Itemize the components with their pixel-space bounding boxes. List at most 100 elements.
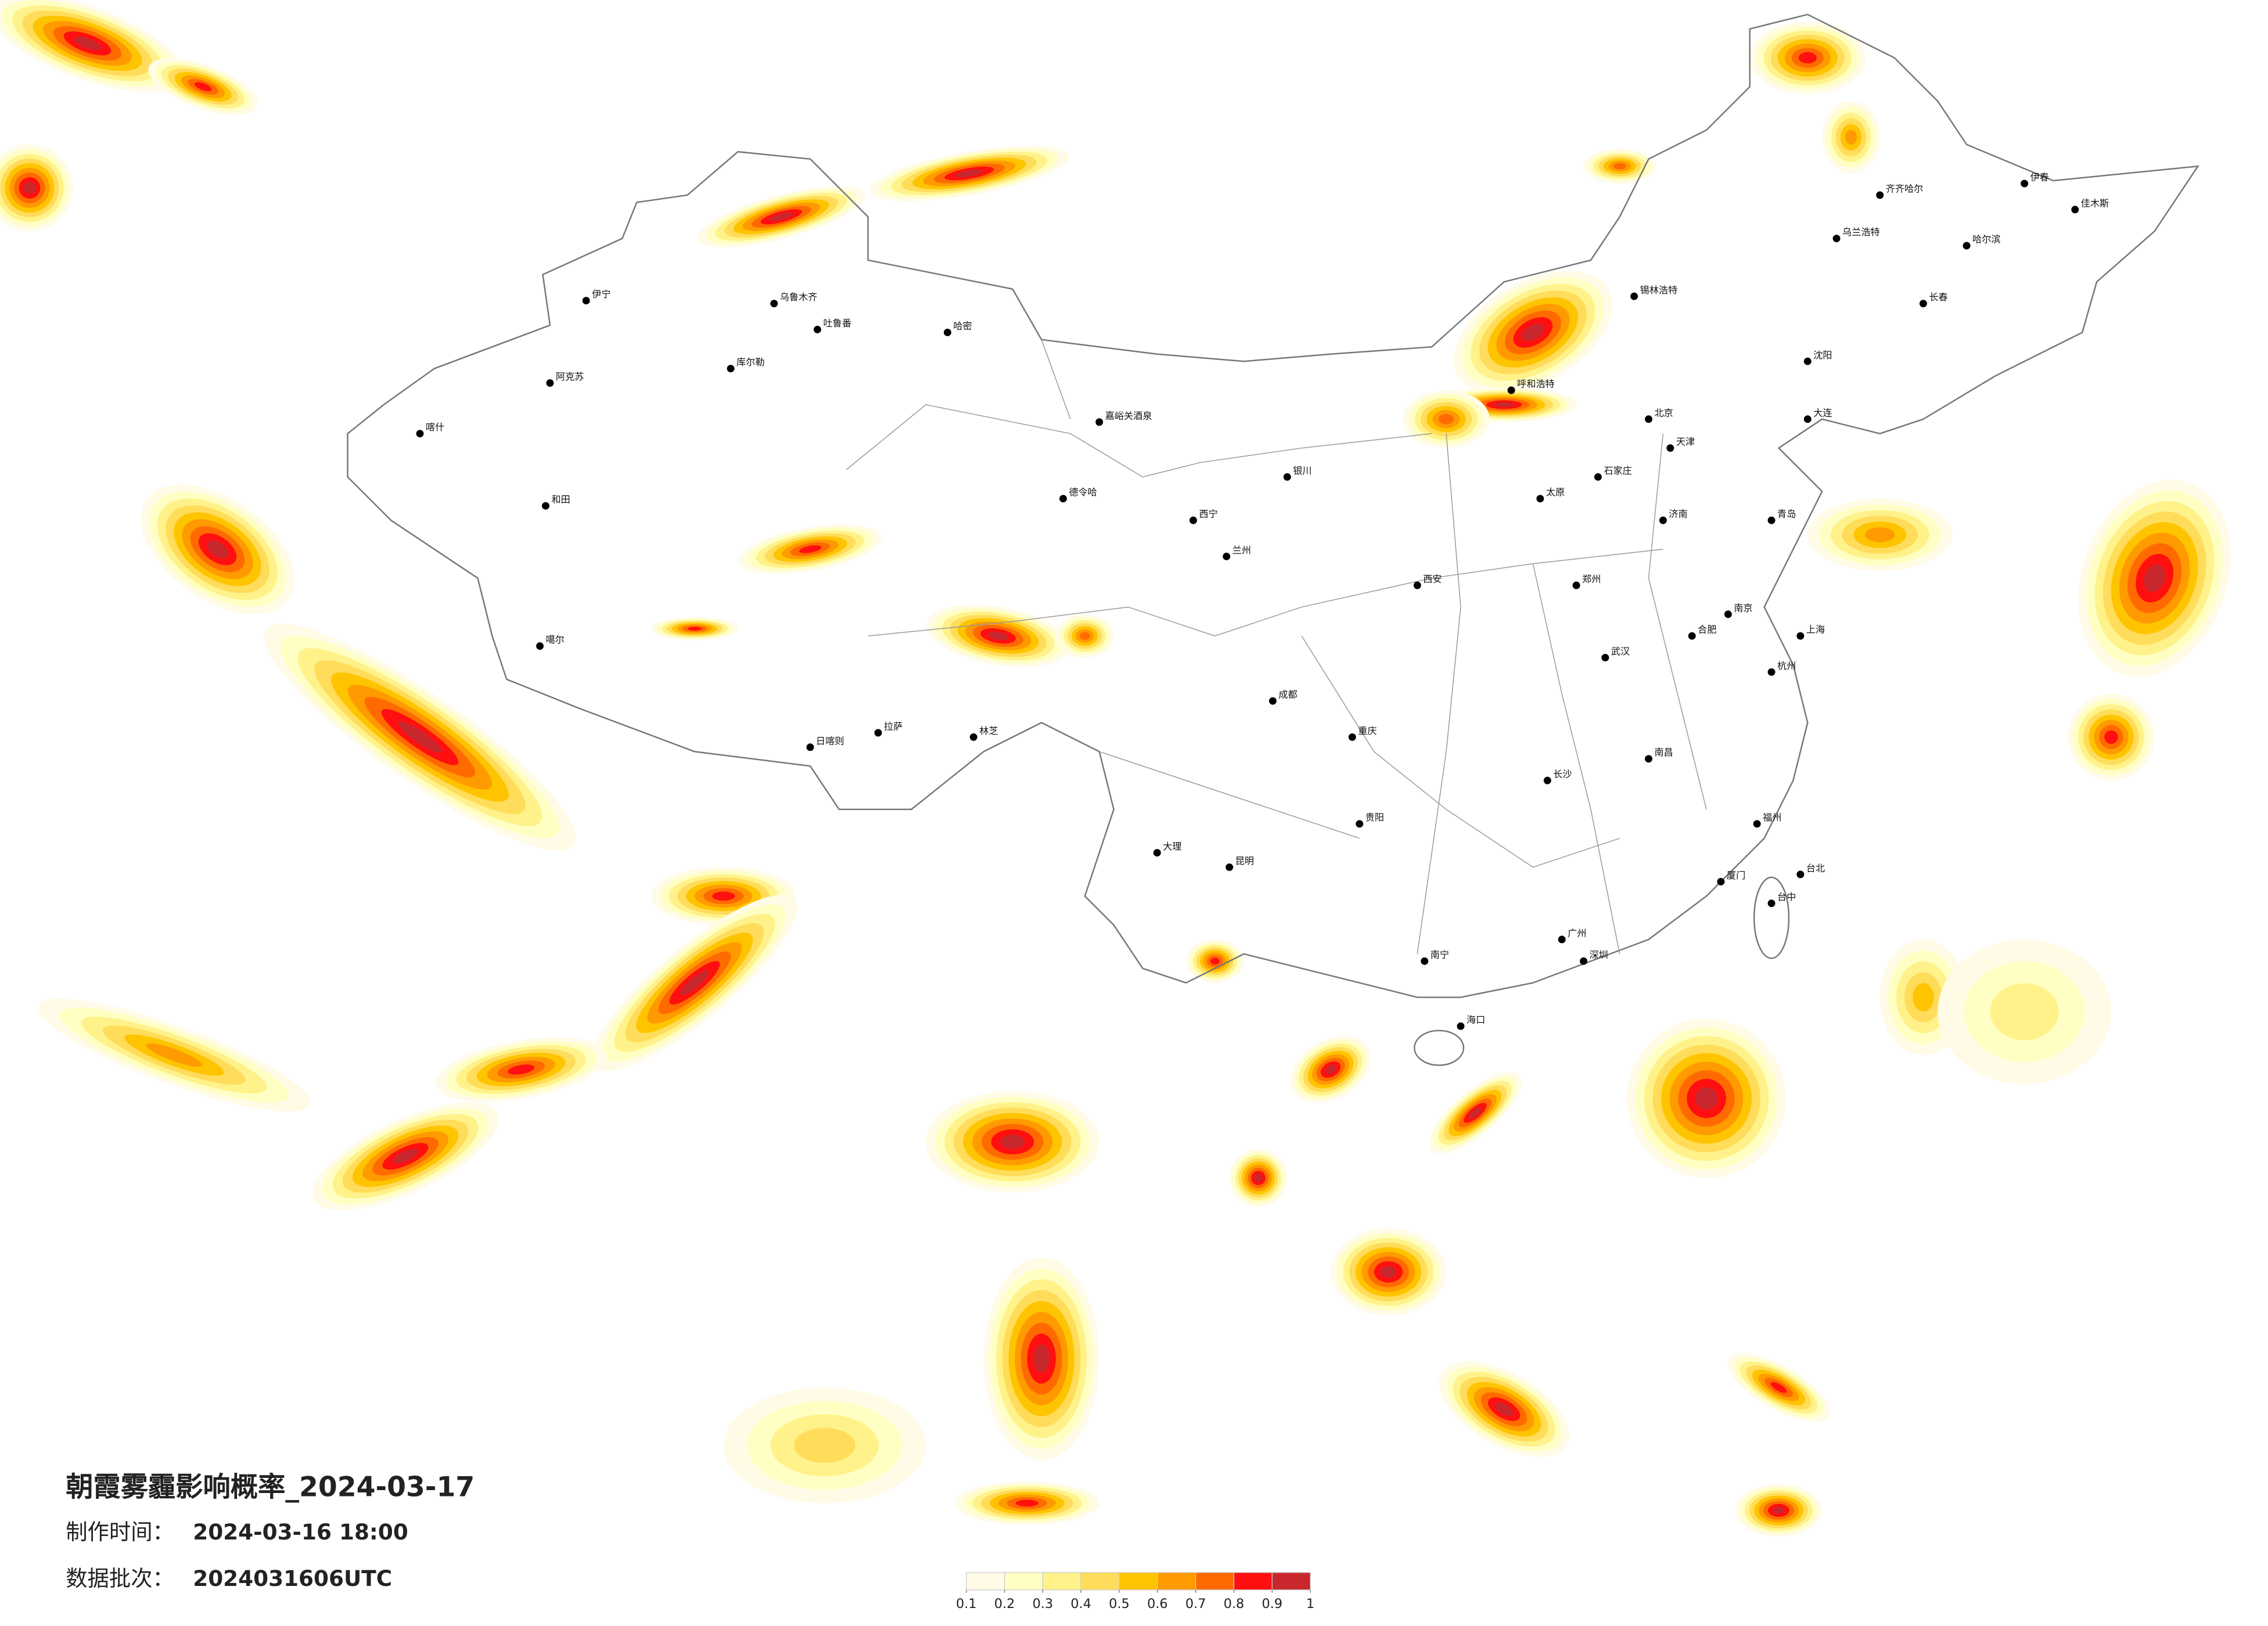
probability-blob xyxy=(680,970,709,995)
city-dot xyxy=(770,300,778,308)
city-dot xyxy=(1717,877,1725,886)
probability-blob xyxy=(1770,1382,1787,1393)
probability-field xyxy=(0,0,2231,1537)
colorbar-tick-label: 0.9 xyxy=(1262,1596,1283,1611)
city-label: 武汉 xyxy=(1611,646,1630,657)
probability-blob xyxy=(1033,1344,1050,1373)
probability-blob xyxy=(1613,163,1626,170)
colorbar-tick-label: 0.5 xyxy=(1109,1596,1130,1611)
city-dot xyxy=(1095,418,1104,426)
city-label: 昆明 xyxy=(1235,855,1254,866)
city-dot xyxy=(2071,206,2079,214)
city-label: 石家庄 xyxy=(1604,465,1631,476)
city-label: 青岛 xyxy=(1777,509,1796,520)
city-dot xyxy=(1803,415,1811,423)
city-label: 哈密 xyxy=(953,321,972,332)
probability-blob xyxy=(988,631,1008,641)
probability-blob xyxy=(1015,1499,1038,1507)
city-dot xyxy=(1356,820,1364,828)
city-dot xyxy=(1767,900,1775,908)
city-label: 阿克苏 xyxy=(556,371,584,382)
colorbar-tick-label: 0.6 xyxy=(1147,1596,1168,1611)
city-dot xyxy=(1666,444,1674,452)
city-dot xyxy=(1688,632,1696,640)
colorbar-swatch xyxy=(1119,1572,1158,1591)
probability-blob xyxy=(23,182,36,194)
colorbar-swatch xyxy=(1271,1572,1311,1591)
city-label: 长春 xyxy=(1929,292,1947,303)
city-dot xyxy=(1268,697,1277,705)
probability-blob xyxy=(1468,1107,1482,1119)
province-lines xyxy=(846,339,1707,954)
city-label: 太原 xyxy=(1546,487,1565,498)
city-dot xyxy=(1189,516,1198,524)
probability-blob xyxy=(74,36,101,51)
probability-blob xyxy=(770,212,793,221)
city-label: 大理 xyxy=(1163,841,1181,852)
colorbar-tick-label: 0.4 xyxy=(1070,1596,1091,1611)
probability-blob xyxy=(1990,983,2059,1041)
city-label: 兰州 xyxy=(1232,545,1251,556)
city-dot xyxy=(1543,776,1551,785)
city-dot xyxy=(542,502,549,510)
probability-blob xyxy=(1380,1265,1397,1278)
colorbar-swatch xyxy=(1233,1572,1273,1591)
city-label: 杭州 xyxy=(1777,660,1796,671)
probability-blob xyxy=(1798,52,1817,64)
city-label: 成都 xyxy=(1278,689,1297,700)
probability-blob xyxy=(1438,413,1454,425)
city-dot xyxy=(546,379,554,387)
production-time-value: 2024-03-16 18:00 xyxy=(193,1519,408,1545)
city-label: 喀什 xyxy=(426,422,444,433)
city-label: 上海 xyxy=(1806,624,1825,635)
city-label: 西宁 xyxy=(1199,509,1218,520)
city-label: 西安 xyxy=(1423,574,1442,585)
city-dot xyxy=(1594,473,1602,481)
probability-blob xyxy=(1325,1064,1336,1074)
city-dot xyxy=(536,642,544,650)
probability-blob xyxy=(392,1149,419,1164)
city-label: 天津 xyxy=(1676,436,1695,447)
city-label: 沈阳 xyxy=(1813,350,1832,361)
probability-blob xyxy=(1000,1135,1025,1149)
probability-blob xyxy=(508,1064,535,1075)
colorbar-swatch xyxy=(1157,1572,1196,1591)
probability-blob xyxy=(146,1043,203,1067)
city-label: 伊宁 xyxy=(592,289,610,300)
city-dot xyxy=(1645,755,1653,763)
city-dot xyxy=(1225,863,1234,871)
city-dot xyxy=(874,729,882,737)
city-dot xyxy=(1601,653,1609,661)
colorbar-swatch xyxy=(1042,1572,1081,1591)
china-border xyxy=(347,13,2199,998)
city-dot xyxy=(1558,936,1566,944)
probability-blob xyxy=(1210,958,1220,965)
probability-blob xyxy=(688,627,702,631)
colorbar-tick-label: 1 xyxy=(1306,1596,1314,1611)
city-label: 贵阳 xyxy=(1365,812,1384,823)
city-dot xyxy=(416,430,424,438)
probability-blob xyxy=(799,545,822,553)
colorbar-tick-label: 0.7 xyxy=(1185,1596,1206,1611)
hainan-border xyxy=(1414,1030,1465,1066)
colorbar-swatch xyxy=(1004,1572,1044,1591)
city-dot xyxy=(1580,957,1588,965)
city-label: 海口 xyxy=(1467,1015,1485,1026)
probability-blob xyxy=(1845,129,1857,145)
city-dot xyxy=(1767,516,1775,524)
probability-blob xyxy=(398,721,442,753)
city-label: 齐齐哈尔 xyxy=(1886,184,1924,195)
city-dot xyxy=(1876,191,1884,199)
batch-value: 2024031606UTC xyxy=(193,1566,392,1591)
city-dot xyxy=(1421,957,1429,965)
city-dot xyxy=(1767,668,1775,676)
probability-blob xyxy=(1254,1174,1263,1182)
city-dot xyxy=(1659,516,1667,524)
probability-blob xyxy=(794,1427,856,1463)
city-label: 吐鲁番 xyxy=(823,318,851,329)
city-label: 哈尔滨 xyxy=(1972,234,2000,245)
city-label: 佳木斯 xyxy=(2081,197,2109,208)
probability-blob xyxy=(1494,1402,1514,1416)
